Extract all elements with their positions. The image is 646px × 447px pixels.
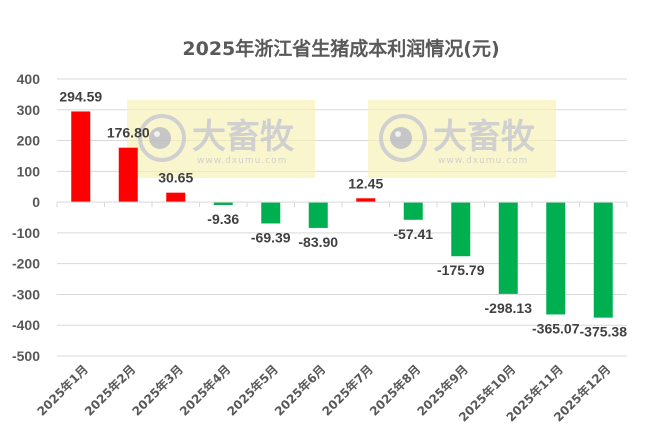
bar-4 <box>213 202 233 205</box>
watermark-brand: 大畜牧 <box>192 117 295 157</box>
y-tick-label: -400 <box>12 317 40 333</box>
data-label: -365.07 <box>532 320 580 336</box>
data-labels: 294.59 176.80 30.65 -9.36 -69.39 -83.90 12.45 -… <box>59 88 627 339</box>
data-label: 12.45 <box>348 175 383 191</box>
bars <box>71 111 613 318</box>
chart-title: 2025年浙江省生猪成本利润情况(元) <box>182 37 499 60</box>
y-axis: 400 300 200 100 0 -100 -200 -300 -400 -500 <box>12 71 40 364</box>
logo-eye-icon <box>390 127 412 149</box>
bar-3 <box>166 192 186 203</box>
y-tick-label: -100 <box>12 225 40 241</box>
data-label: -69.39 <box>251 229 291 245</box>
watermark-url: www.dxumu.com <box>197 156 287 166</box>
data-label: 30.65 <box>158 170 193 186</box>
bar-1 <box>71 111 91 203</box>
watermark-url: www.dxumu.com <box>438 156 528 166</box>
data-label: -83.90 <box>298 234 338 250</box>
data-label: -57.41 <box>393 226 433 242</box>
bar-7 <box>356 198 376 203</box>
y-tick-label: 300 <box>17 102 41 118</box>
data-label: 294.59 <box>59 88 102 104</box>
bar-2 <box>118 147 138 203</box>
y-tick-label: 100 <box>17 163 41 179</box>
logo-eye-icon <box>149 127 171 149</box>
bar-5 <box>261 202 281 224</box>
y-tick-label: -300 <box>12 286 40 302</box>
y-tick-label: -500 <box>12 348 40 364</box>
watermark-brand: 大畜牧 <box>433 117 536 157</box>
y-tick-label: 400 <box>17 71 41 87</box>
data-label: -175.79 <box>437 262 485 278</box>
data-label: -9.36 <box>207 211 239 227</box>
bar-11 <box>546 202 566 315</box>
y-tick-label: 0 <box>32 194 40 210</box>
data-label: -298.13 <box>485 300 533 316</box>
data-label: 176.80 <box>107 125 150 141</box>
y-tick-label: -200 <box>12 256 40 272</box>
bar-10 <box>498 202 518 294</box>
bar-12 <box>593 202 613 318</box>
bar-9 <box>451 202 471 257</box>
y-tick-label: 200 <box>17 133 41 149</box>
logo-ring-icon <box>138 114 186 162</box>
logo-ring-icon <box>379 114 427 162</box>
bar-8 <box>403 202 423 220</box>
bar-6 <box>308 202 328 228</box>
data-label: -375.38 <box>580 324 628 340</box>
